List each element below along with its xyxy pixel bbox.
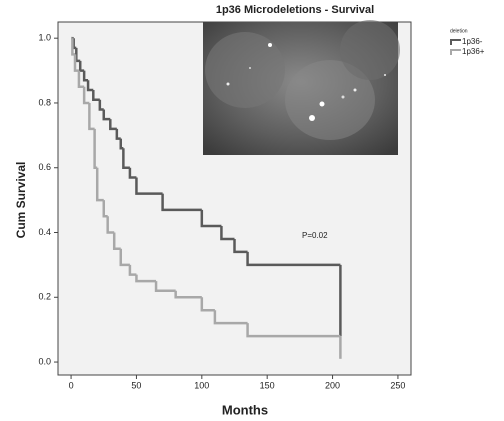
survival-step (75, 47, 81, 63)
survival-step (102, 109, 111, 121)
x-tick-label: 50 (131, 380, 141, 390)
survival-step (82, 86, 90, 105)
survival-step (200, 297, 215, 312)
y-tick-label: 0.6 (38, 162, 51, 172)
survival-step (154, 281, 176, 293)
x-tick-label: 150 (260, 380, 275, 390)
y-tick-label: 0.4 (38, 227, 51, 237)
x-axis-label: Months (222, 402, 268, 417)
x-tick-label: 250 (390, 380, 405, 390)
chart-title: 1p36 Microdeletions - Survival (216, 4, 374, 16)
survival-step (86, 80, 94, 92)
survival-step (246, 323, 341, 338)
survival-step (88, 102, 95, 131)
survival-step (233, 238, 248, 254)
survival-step (82, 70, 89, 82)
legend-swatch (450, 39, 461, 45)
survival-step (128, 264, 137, 276)
survival-step (106, 216, 115, 234)
y-tick-label: 1.0 (38, 33, 51, 43)
y-tick-label: 0.0 (38, 356, 51, 366)
survival-step (135, 177, 163, 195)
x-tick-label: 100 (194, 380, 209, 390)
y-tick-label: 0.2 (38, 292, 51, 302)
x-tick-label: 0 (69, 380, 74, 390)
legend-label: 1p36+ (462, 47, 485, 56)
survival-step (161, 193, 202, 212)
survival-step (135, 274, 157, 283)
survival-step (77, 70, 85, 89)
survival-step (112, 232, 121, 250)
survival-step (102, 200, 108, 218)
survival-step (220, 226, 235, 241)
survival-step (119, 248, 130, 267)
survival-step (174, 290, 202, 299)
survival-step (73, 54, 79, 72)
y-tick-label: 0.8 (38, 97, 51, 107)
legend-swatch (450, 49, 461, 55)
survival-step (115, 128, 121, 140)
y-axis-label: Cum Survival (14, 162, 28, 239)
survival-step (200, 209, 222, 228)
survival-step (78, 60, 85, 72)
survival-step (122, 148, 130, 169)
survival-step (98, 99, 104, 111)
survival-step (246, 251, 341, 267)
survival-step (92, 90, 100, 101)
legend-label: 1p36- (462, 37, 483, 46)
survival-step (109, 119, 117, 131)
survival-step (128, 167, 137, 179)
survival-step (95, 167, 104, 202)
x-tick-label: 200 (325, 380, 340, 390)
legend-title: deletion (450, 28, 468, 34)
survival-step (213, 310, 248, 325)
inset-photo (203, 20, 400, 155)
p-value: P=0.02 (302, 231, 328, 240)
